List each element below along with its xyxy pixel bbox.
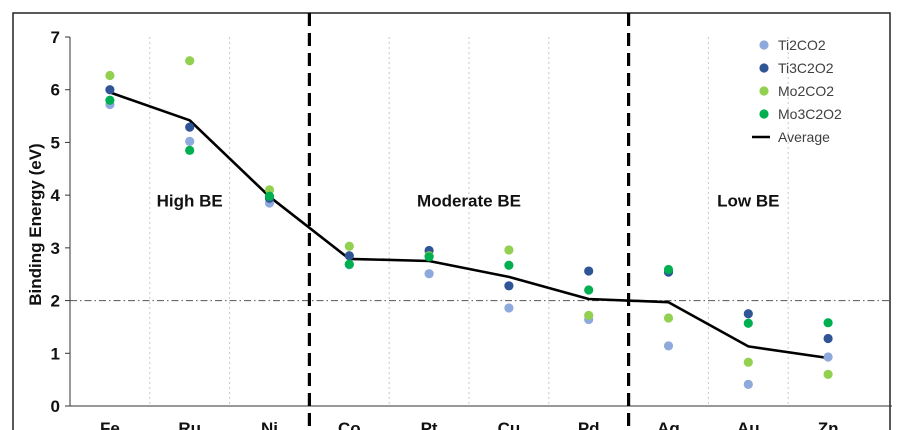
data-point-mo2co2 xyxy=(504,245,514,255)
x-tick-label: Au xyxy=(737,419,760,430)
data-point-mo3c2o2 xyxy=(663,264,674,275)
y-tick-label: 0 xyxy=(51,397,60,416)
y-tick-label: 4 xyxy=(51,186,61,205)
x-tick-label: Ni xyxy=(261,419,278,430)
legend-marker-mo3c2o2 xyxy=(759,109,769,119)
x-tick-label: Pt xyxy=(421,419,438,430)
legend-marker-mo2co2 xyxy=(759,86,769,96)
data-point-mo2co2 xyxy=(743,357,753,367)
x-tick-label: Co xyxy=(338,419,361,430)
legend: Ti2CO2 Ti3C2O2 Mo2CO2 Mo3C2O2 Average xyxy=(752,37,842,145)
data-point-ti2co2 xyxy=(743,379,753,389)
legend-marker-ti2co2 xyxy=(759,40,769,50)
data-point-ti2co2 xyxy=(424,269,434,279)
data-point-mo2co2 xyxy=(823,369,833,379)
data-point-ti3c2o2 xyxy=(185,122,195,132)
legend-label: Mo3C2O2 xyxy=(778,106,842,122)
legend-label: Ti3C2O2 xyxy=(778,60,834,76)
data-point-mo3c2o2 xyxy=(584,285,594,295)
data-point-mo3c2o2 xyxy=(185,145,195,155)
y-tick-label: 2 xyxy=(51,292,60,311)
data-point-ti3c2o2 xyxy=(504,281,514,291)
y-axis-label: Binding Energy (eV) xyxy=(26,143,45,305)
average-line xyxy=(109,91,829,360)
data-point-ti3c2o2 xyxy=(584,266,594,276)
data-point-ti3c2o2 xyxy=(105,85,115,95)
x-tick-label: Ag xyxy=(657,419,680,430)
data-point-ti2co2 xyxy=(823,352,833,362)
legend-label: Ti2CO2 xyxy=(778,37,826,53)
average-line-layer xyxy=(109,91,829,360)
data-point-mo2co2 xyxy=(264,185,275,195)
data-point-mo3c2o2 xyxy=(264,191,275,201)
region-label: Low BE xyxy=(717,191,779,210)
data-point-ti3c2o2 xyxy=(743,309,753,319)
data-point-mo3c2o2 xyxy=(424,252,434,262)
y-tick-label: 5 xyxy=(51,133,60,152)
region-label: Moderate BE xyxy=(417,191,521,210)
x-tick-label: Pd xyxy=(578,419,600,430)
x-tick-label: Fe xyxy=(100,419,120,430)
data-point-ti3c2o2 xyxy=(344,251,354,261)
legend-marker-ti3c2o2 xyxy=(759,63,769,73)
legend-label: Average xyxy=(778,129,830,145)
x-tick-label: Zn xyxy=(818,419,839,430)
data-point-mo3c2o2 xyxy=(344,259,354,269)
x-tick-label: Ru xyxy=(178,419,201,430)
y-tick-label: 1 xyxy=(51,344,60,363)
data-point-mo2co2 xyxy=(584,310,594,320)
data-point-ti2co2 xyxy=(504,303,514,313)
data-point-mo3c2o2 xyxy=(823,318,833,328)
data-point-ti3c2o2 xyxy=(823,333,833,344)
text-layer: 0 1 2 3 4 5 6 7 Fe Ru Ni Co Pt Cu Pd Ag Au Zn Binding Ener… xyxy=(26,28,838,430)
data-point-mo3c2o2 xyxy=(743,318,753,328)
data-point-mo2co2 xyxy=(344,241,354,251)
data-point-ti2co2 xyxy=(185,136,195,146)
data-point-mo2co2 xyxy=(663,313,674,323)
axis-layer xyxy=(65,13,892,430)
x-tick-label: Cu xyxy=(498,419,521,430)
data-point-mo2co2 xyxy=(105,70,115,81)
y-tick-label: 6 xyxy=(51,81,60,100)
data-point-mo3c2o2 xyxy=(504,260,514,270)
data-point-ti2co2 xyxy=(663,341,674,351)
legend-label: Mo2CO2 xyxy=(778,83,834,99)
region-label: High BE xyxy=(157,191,223,210)
data-point-mo2co2 xyxy=(185,56,195,66)
chart-frame xyxy=(12,12,891,430)
y-tick-label: 7 xyxy=(51,28,60,47)
points-layer xyxy=(105,56,833,389)
y-tick-label: 3 xyxy=(51,239,60,258)
data-point-mo3c2o2 xyxy=(105,95,115,105)
grid-layer xyxy=(149,37,789,406)
